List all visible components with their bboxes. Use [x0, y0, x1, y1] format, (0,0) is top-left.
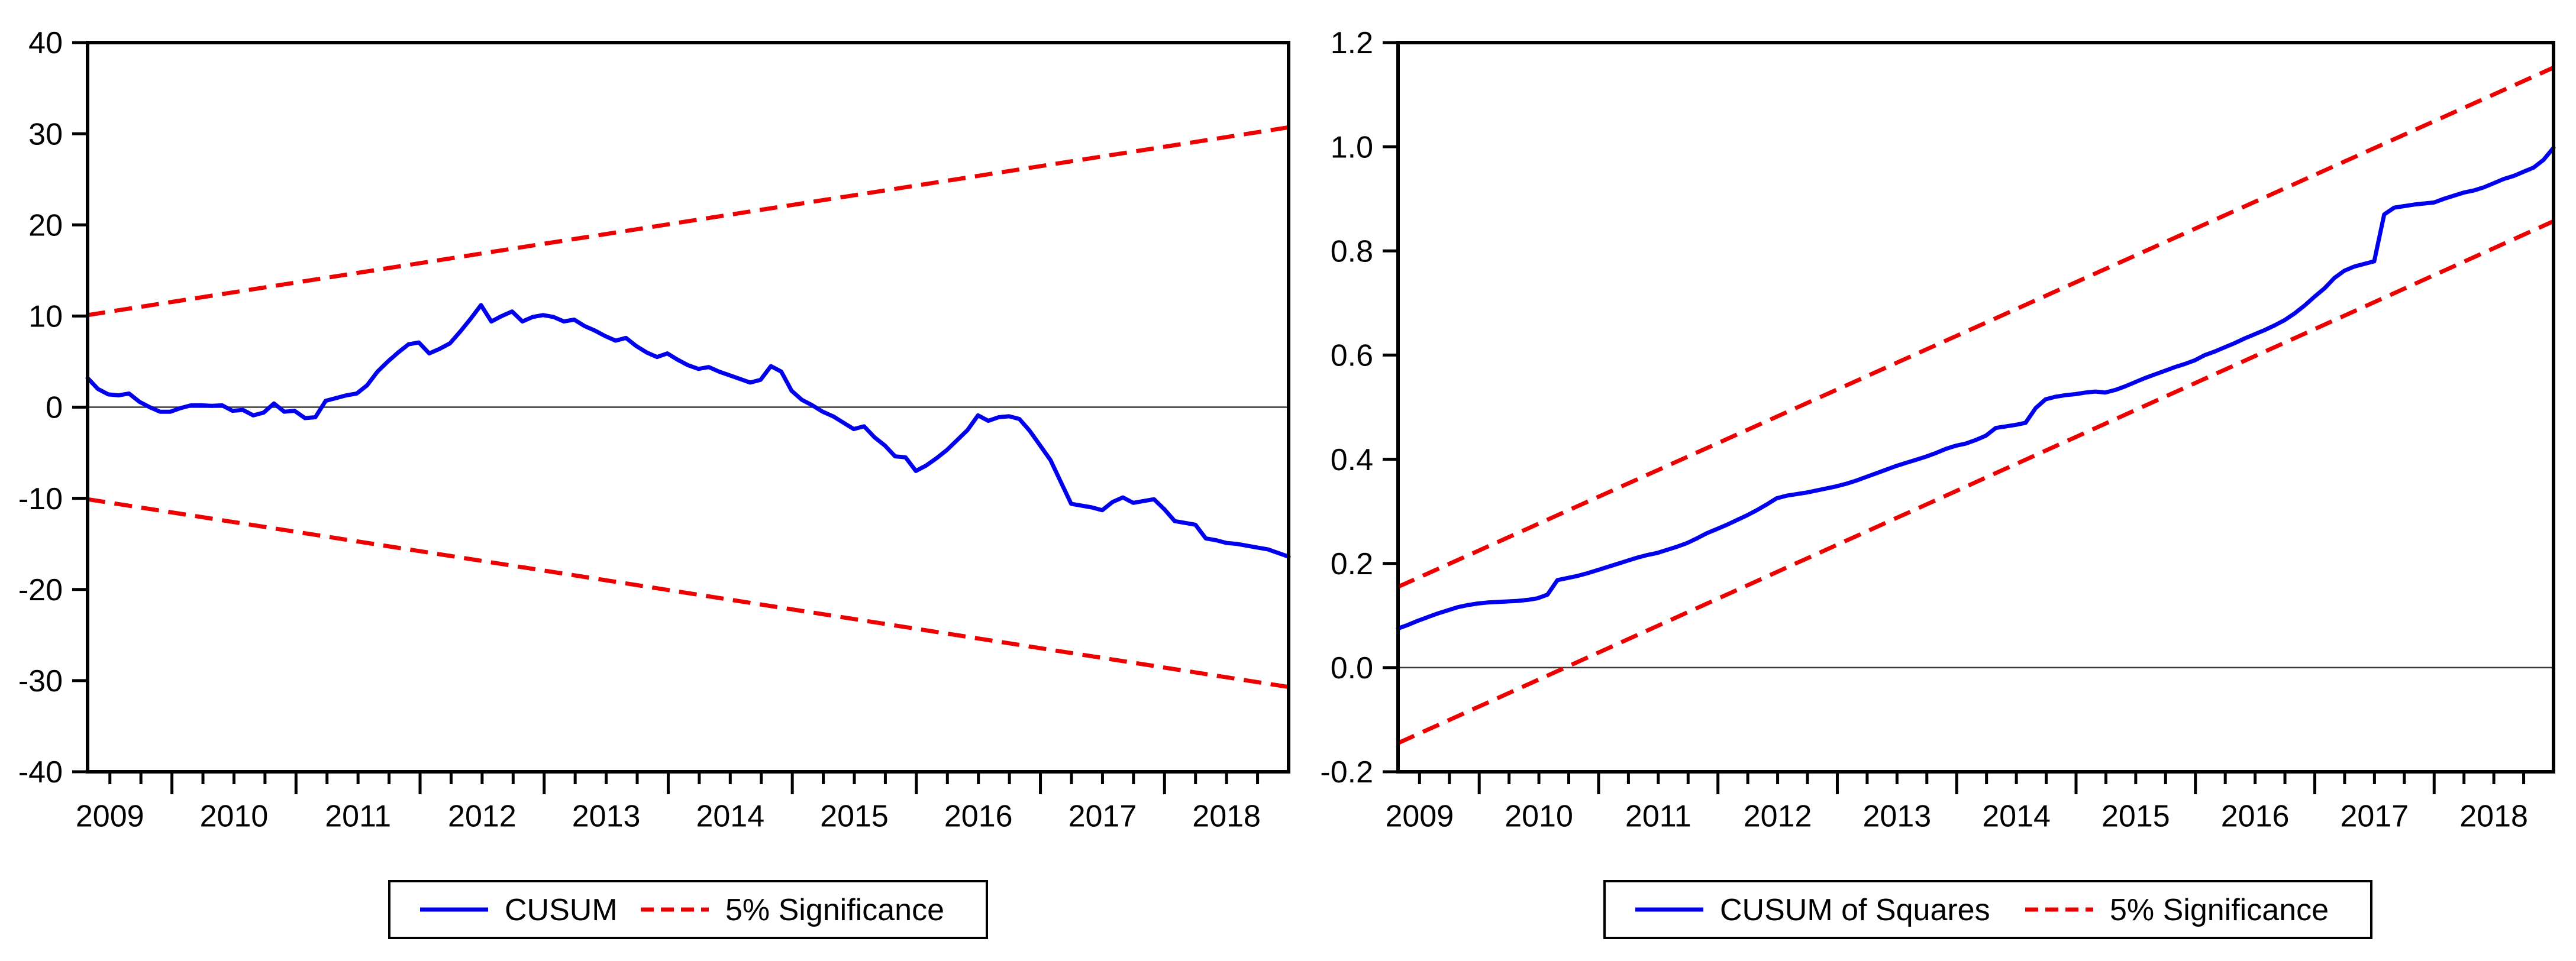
lower-significance-bound — [87, 497, 1289, 690]
series-line-cusum — [85, 303, 1291, 559]
legend-item: 5% Significance — [641, 893, 944, 927]
x-tick-label: 2018 — [2459, 800, 2528, 834]
x-tick-label: 2012 — [448, 800, 517, 834]
x-tick-label: 2015 — [820, 800, 889, 834]
y-tick-label: -20 — [18, 573, 63, 607]
x-tick-label: 2015 — [2102, 800, 2170, 834]
x-tick-label: 2014 — [1982, 800, 2051, 834]
y-tick-label: 0.4 — [1331, 443, 1373, 477]
x-tick-label: 2017 — [1069, 800, 1137, 834]
legend: CUSUM 5% Significance — [388, 880, 988, 939]
y-tick-label: 1.0 — [1331, 130, 1373, 164]
upper-significance-bound — [87, 125, 1289, 318]
y-tick-label: 0.2 — [1331, 547, 1373, 581]
x-tick-label: 2010 — [200, 800, 269, 834]
y-tick-label: 0.6 — [1331, 339, 1373, 373]
y-tick-label: 0 — [46, 391, 63, 425]
plot-box — [86, 41, 1290, 774]
y-axis-ticks: 40 30 20 10 0 -10 -20 -30 -40 — [18, 26, 88, 789]
x-tick-label: 2009 — [1385, 800, 1454, 834]
y-axis-ticks: 1.2 1.0 0.8 0.6 0.4 0.2 0.0 -0.2 — [1320, 26, 1398, 789]
x-tick-label: 2013 — [572, 800, 641, 834]
y-tick-label: -10 — [18, 482, 63, 516]
x-tick-label: 2010 — [1505, 800, 1573, 834]
legend-label: CUSUM of Squares — [1720, 893, 1990, 927]
series-line-cusum-of-squares — [1396, 145, 2556, 631]
x-tick-label: 2018 — [1192, 800, 1261, 834]
y-tick-label: 10 — [28, 300, 63, 334]
y-tick-label: -40 — [18, 755, 63, 789]
y-tick-label: 0.8 — [1331, 234, 1373, 268]
x-axis-ticks: 2009 2010 2011 2012 2013 2014 2015 2016 2017 2018 — [76, 772, 1261, 834]
legend-box — [1603, 880, 2372, 939]
legend-label: CUSUM — [505, 893, 618, 927]
y-tick-label: 20 — [28, 208, 63, 242]
y-tick-label: 30 — [28, 117, 63, 151]
legend-item: CUSUM of Squares — [1635, 893, 1990, 927]
x-tick-label: 2009 — [76, 800, 144, 834]
y-tick-label: 0.0 — [1331, 651, 1373, 685]
y-tick-label: -0.2 — [1320, 755, 1373, 789]
x-tick-label: 2016 — [944, 800, 1013, 834]
x-tick-label: 2016 — [2221, 800, 2290, 834]
upper-significance-bound — [1397, 66, 2555, 589]
y-tick-label: -30 — [18, 664, 63, 698]
cusum-of-squares-chart: 1.2 1.0 0.8 0.6 0.4 0.2 0.0 -0.2 2009 2010 2011 201… — [1320, 26, 2556, 939]
x-tick-label: 2011 — [1625, 800, 1691, 834]
x-tick-label: 2012 — [1744, 800, 1812, 834]
legend-item: 5% Significance — [2025, 893, 2329, 927]
lower-significance-bound — [1397, 219, 2555, 745]
y-tick-label: 1.2 — [1331, 26, 1373, 60]
x-tick-label: 2017 — [2341, 800, 2409, 834]
plot-box — [1396, 41, 2555, 774]
legend-item: CUSUM — [420, 893, 618, 927]
x-tick-label: 2011 — [325, 800, 391, 834]
legend: CUSUM of Squares 5% Significance — [1603, 880, 2372, 939]
legend-label: 5% Significance — [2110, 893, 2329, 927]
x-axis-ticks: 2009 2010 2011 2012 2013 2014 2015 2016 2017 2018 — [1385, 772, 2528, 834]
x-tick-label: 2014 — [696, 800, 764, 834]
x-tick-label: 2013 — [1862, 800, 1931, 834]
legend-label: 5% Significance — [725, 893, 944, 927]
y-tick-label: 40 — [28, 26, 63, 60]
